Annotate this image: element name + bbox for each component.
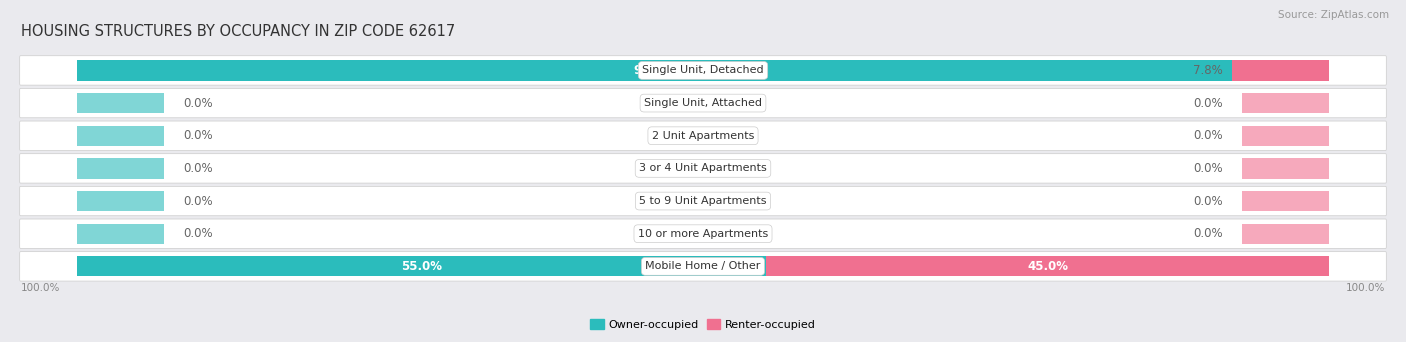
Text: 0.0%: 0.0% xyxy=(1194,129,1223,142)
Bar xyxy=(766,256,1329,276)
FancyBboxPatch shape xyxy=(20,252,1386,281)
FancyBboxPatch shape xyxy=(20,121,1386,150)
Bar xyxy=(1241,93,1329,113)
FancyBboxPatch shape xyxy=(20,219,1386,248)
Bar xyxy=(77,158,165,179)
Bar xyxy=(77,256,766,276)
Text: Single Unit, Attached: Single Unit, Attached xyxy=(644,98,762,108)
Text: 100.0%: 100.0% xyxy=(20,283,59,293)
Text: 5 to 9 Unit Apartments: 5 to 9 Unit Apartments xyxy=(640,196,766,206)
Text: 0.0%: 0.0% xyxy=(1194,162,1223,175)
Text: 7.8%: 7.8% xyxy=(1194,64,1223,77)
Text: 0.0%: 0.0% xyxy=(183,129,212,142)
Text: 100.0%: 100.0% xyxy=(1347,283,1386,293)
Bar xyxy=(77,126,165,146)
Text: 2 Unit Apartments: 2 Unit Apartments xyxy=(652,131,754,141)
Text: 0.0%: 0.0% xyxy=(183,227,212,240)
FancyBboxPatch shape xyxy=(20,186,1386,216)
Bar xyxy=(1241,224,1329,244)
Bar xyxy=(77,191,165,211)
FancyBboxPatch shape xyxy=(20,154,1386,183)
Legend: Owner-occupied, Renter-occupied: Owner-occupied, Renter-occupied xyxy=(586,314,820,334)
Text: Single Unit, Detached: Single Unit, Detached xyxy=(643,65,763,76)
Text: 0.0%: 0.0% xyxy=(183,162,212,175)
Text: 3 or 4 Unit Apartments: 3 or 4 Unit Apartments xyxy=(640,163,766,173)
Text: 0.0%: 0.0% xyxy=(183,96,212,109)
Text: 92.2%: 92.2% xyxy=(634,64,675,77)
Text: 0.0%: 0.0% xyxy=(1194,227,1223,240)
Bar xyxy=(77,60,1232,81)
Text: 0.0%: 0.0% xyxy=(1194,195,1223,208)
Text: Mobile Home / Other: Mobile Home / Other xyxy=(645,261,761,271)
Bar xyxy=(77,224,165,244)
Bar xyxy=(1232,60,1329,81)
Text: 45.0%: 45.0% xyxy=(1026,260,1069,273)
FancyBboxPatch shape xyxy=(20,56,1386,85)
Text: Source: ZipAtlas.com: Source: ZipAtlas.com xyxy=(1278,10,1389,20)
Text: HOUSING STRUCTURES BY OCCUPANCY IN ZIP CODE 62617: HOUSING STRUCTURES BY OCCUPANCY IN ZIP C… xyxy=(21,24,456,39)
Text: 0.0%: 0.0% xyxy=(1194,96,1223,109)
Text: 55.0%: 55.0% xyxy=(401,260,441,273)
Text: 10 or more Apartments: 10 or more Apartments xyxy=(638,229,768,239)
Bar xyxy=(1241,158,1329,179)
Text: 0.0%: 0.0% xyxy=(183,195,212,208)
Bar xyxy=(1241,126,1329,146)
Bar xyxy=(1241,191,1329,211)
FancyBboxPatch shape xyxy=(20,88,1386,118)
Bar xyxy=(77,93,165,113)
